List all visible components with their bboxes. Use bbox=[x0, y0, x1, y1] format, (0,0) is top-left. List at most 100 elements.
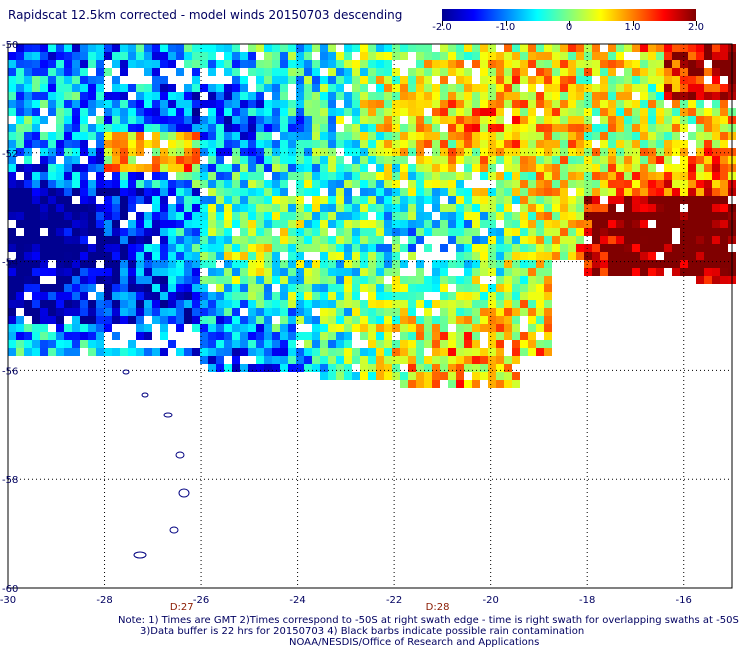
wind-cell bbox=[320, 220, 328, 228]
wind-cell bbox=[696, 60, 704, 68]
wind-cell bbox=[64, 204, 72, 212]
wind-cell bbox=[544, 68, 552, 76]
wind-cell bbox=[240, 284, 248, 292]
wind-cell bbox=[48, 60, 56, 68]
wind-cell bbox=[80, 284, 88, 292]
wind-cell bbox=[272, 148, 280, 156]
wind-cell bbox=[200, 340, 208, 348]
wind-cell bbox=[488, 268, 496, 276]
wind-cell bbox=[360, 220, 368, 228]
wind-cell bbox=[392, 220, 400, 228]
wind-cell bbox=[216, 228, 224, 236]
wind-cell bbox=[216, 324, 224, 332]
wind-cell bbox=[24, 172, 32, 180]
wind-cell bbox=[368, 148, 376, 156]
wind-cell bbox=[16, 44, 24, 52]
wind-cell bbox=[440, 372, 448, 380]
wind-cell bbox=[48, 300, 56, 308]
wind-cell bbox=[304, 292, 312, 300]
wind-cell bbox=[320, 300, 328, 308]
wind-cell bbox=[456, 228, 464, 236]
wind-cell bbox=[384, 108, 392, 116]
wind-cell bbox=[296, 228, 304, 236]
wind-cell bbox=[264, 340, 272, 348]
wind-cell bbox=[192, 92, 200, 100]
wind-cell bbox=[448, 44, 456, 52]
wind-cell bbox=[368, 324, 376, 332]
wind-cell bbox=[192, 164, 200, 172]
wind-cell bbox=[264, 300, 272, 308]
wind-cell bbox=[336, 268, 344, 276]
wind-cell bbox=[440, 92, 448, 100]
wind-cell bbox=[176, 348, 184, 356]
wind-cell bbox=[208, 236, 216, 244]
wind-cell bbox=[264, 124, 272, 132]
wind-cell bbox=[336, 108, 344, 116]
wind-cell bbox=[88, 204, 96, 212]
wind-cell bbox=[392, 212, 400, 220]
wind-cell bbox=[112, 260, 120, 268]
wind-cell bbox=[576, 60, 584, 68]
wind-cell bbox=[344, 364, 352, 372]
wind-cell bbox=[288, 316, 296, 324]
wind-cell bbox=[320, 44, 328, 52]
wind-cell bbox=[336, 60, 344, 68]
wind-cell bbox=[712, 124, 720, 132]
wind-cell bbox=[552, 220, 560, 228]
wind-cell bbox=[328, 172, 336, 180]
wind-cell bbox=[280, 260, 288, 268]
wind-cell bbox=[536, 292, 544, 300]
wind-cell bbox=[416, 60, 424, 68]
wind-cell bbox=[192, 132, 200, 140]
colorbar-tick bbox=[632, 21, 634, 26]
wind-cell bbox=[592, 196, 600, 204]
wind-cell bbox=[584, 164, 592, 172]
wind-cell bbox=[128, 276, 136, 284]
wind-cell bbox=[312, 156, 320, 164]
wind-cell bbox=[592, 164, 600, 172]
wind-cell bbox=[392, 68, 400, 76]
wind-cell bbox=[528, 300, 536, 308]
wind-cell bbox=[288, 340, 296, 348]
wind-cell bbox=[672, 180, 680, 188]
wind-cell bbox=[368, 172, 376, 180]
wind-cell bbox=[272, 116, 280, 124]
wind-cell bbox=[208, 364, 216, 372]
wind-cell bbox=[528, 316, 536, 324]
wind-cell bbox=[264, 228, 272, 236]
wind-cell bbox=[24, 52, 32, 60]
wind-cell bbox=[392, 100, 400, 108]
wind-cell bbox=[72, 172, 80, 180]
wind-cell bbox=[448, 276, 456, 284]
wind-cell bbox=[640, 252, 648, 260]
wind-cell bbox=[608, 116, 616, 124]
wind-cell bbox=[232, 124, 240, 132]
wind-cell bbox=[528, 308, 536, 316]
wind-cell bbox=[544, 140, 552, 148]
wind-cell bbox=[224, 364, 232, 372]
wind-cell bbox=[424, 340, 432, 348]
wind-cell bbox=[352, 252, 360, 260]
wind-cell bbox=[48, 292, 56, 300]
wind-cell bbox=[464, 148, 472, 156]
wind-cell bbox=[48, 92, 56, 100]
wind-cell bbox=[376, 76, 384, 84]
wind-cell bbox=[408, 204, 416, 212]
wind-cell bbox=[64, 100, 72, 108]
wind-cell bbox=[632, 84, 640, 92]
wind-cell bbox=[560, 164, 568, 172]
wind-cell bbox=[352, 324, 360, 332]
wind-cell bbox=[272, 164, 280, 172]
wind-cell bbox=[176, 100, 184, 108]
wind-cell bbox=[544, 188, 552, 196]
wind-cell bbox=[72, 268, 80, 276]
wind-cell bbox=[320, 92, 328, 100]
wind-cell bbox=[104, 252, 112, 260]
wind-cell bbox=[208, 60, 216, 68]
wind-cell bbox=[312, 324, 320, 332]
wind-cell bbox=[560, 68, 568, 76]
wind-cell bbox=[408, 84, 416, 92]
wind-cell bbox=[96, 244, 104, 252]
wind-cell bbox=[120, 348, 128, 356]
wind-cell bbox=[456, 276, 464, 284]
